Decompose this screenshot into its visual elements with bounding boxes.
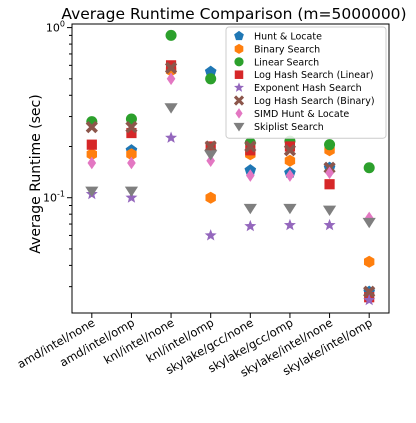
data-point xyxy=(204,140,217,153)
data-point xyxy=(87,156,97,170)
data-point xyxy=(205,73,217,85)
data-point xyxy=(204,65,217,77)
legend-label: Linear Search xyxy=(254,57,319,68)
data-point xyxy=(127,156,136,170)
legend-marker xyxy=(234,57,244,67)
plot-area xyxy=(71,23,390,314)
x-axis-ticks: amd/intel/noneamd/intel/ompknl/intel/non… xyxy=(15,313,375,380)
legend-label: Binary Search xyxy=(254,44,320,55)
legend-label: Skiplist Search xyxy=(254,122,324,133)
data-point xyxy=(204,150,218,161)
data-point xyxy=(362,217,376,229)
legend-label: Log Hash Search (Binary) xyxy=(254,96,375,107)
data-point xyxy=(285,169,295,182)
data-point xyxy=(85,121,98,134)
legend-label: Log Hash Search (Linear) xyxy=(254,70,374,81)
data-point xyxy=(206,154,216,168)
data-point xyxy=(283,218,296,231)
data-point xyxy=(363,162,375,174)
legend-marker xyxy=(234,30,244,41)
legend-label: SIMD Hunt & Locate xyxy=(254,109,349,120)
legend-marker xyxy=(235,108,243,119)
y-tick-label: 100 xyxy=(46,20,65,35)
data-point xyxy=(244,140,257,153)
chart-title: Average Runtime Comparison (m=5000000) xyxy=(61,5,406,23)
y-axis-label: Average Runtime (sec) xyxy=(28,94,44,253)
data-points xyxy=(85,29,376,306)
data-point xyxy=(283,144,297,157)
legend-box xyxy=(225,26,387,139)
data-point xyxy=(243,203,257,215)
data-point xyxy=(244,219,257,232)
y-tick-label: 10-1 xyxy=(43,190,65,205)
legend-marker xyxy=(234,70,244,79)
data-point xyxy=(204,229,217,241)
data-point xyxy=(363,285,376,298)
data-point xyxy=(124,186,139,197)
data-point xyxy=(324,139,336,151)
data-point xyxy=(284,141,296,152)
data-point xyxy=(245,145,256,156)
data-point xyxy=(126,127,137,139)
data-point xyxy=(165,29,177,41)
data-point xyxy=(324,179,335,190)
data-point xyxy=(126,148,137,161)
data-point xyxy=(323,218,336,231)
data-point xyxy=(125,191,138,203)
data-point xyxy=(284,154,296,167)
legend-marker xyxy=(234,43,244,54)
legend-marker xyxy=(234,82,244,92)
data-point xyxy=(85,186,99,197)
data-point xyxy=(322,205,337,216)
data-point xyxy=(86,148,98,161)
data-point xyxy=(283,203,297,215)
data-point xyxy=(363,255,375,268)
data-point xyxy=(86,139,97,150)
data-point xyxy=(164,103,178,114)
legend-label: Exponent Hash Search xyxy=(254,83,362,94)
data-point xyxy=(164,61,178,74)
y-axis-ticks: 100 10-1 xyxy=(43,20,72,288)
data-point xyxy=(205,191,216,204)
data-point xyxy=(325,166,334,180)
data-point xyxy=(125,121,138,134)
data-point xyxy=(165,131,178,143)
data-point xyxy=(166,72,176,86)
legend-marker xyxy=(233,95,245,106)
data-point xyxy=(363,293,376,306)
legend-label: Hunt & Locate xyxy=(254,32,322,43)
legend-marker xyxy=(233,122,245,132)
data-point xyxy=(245,169,255,182)
